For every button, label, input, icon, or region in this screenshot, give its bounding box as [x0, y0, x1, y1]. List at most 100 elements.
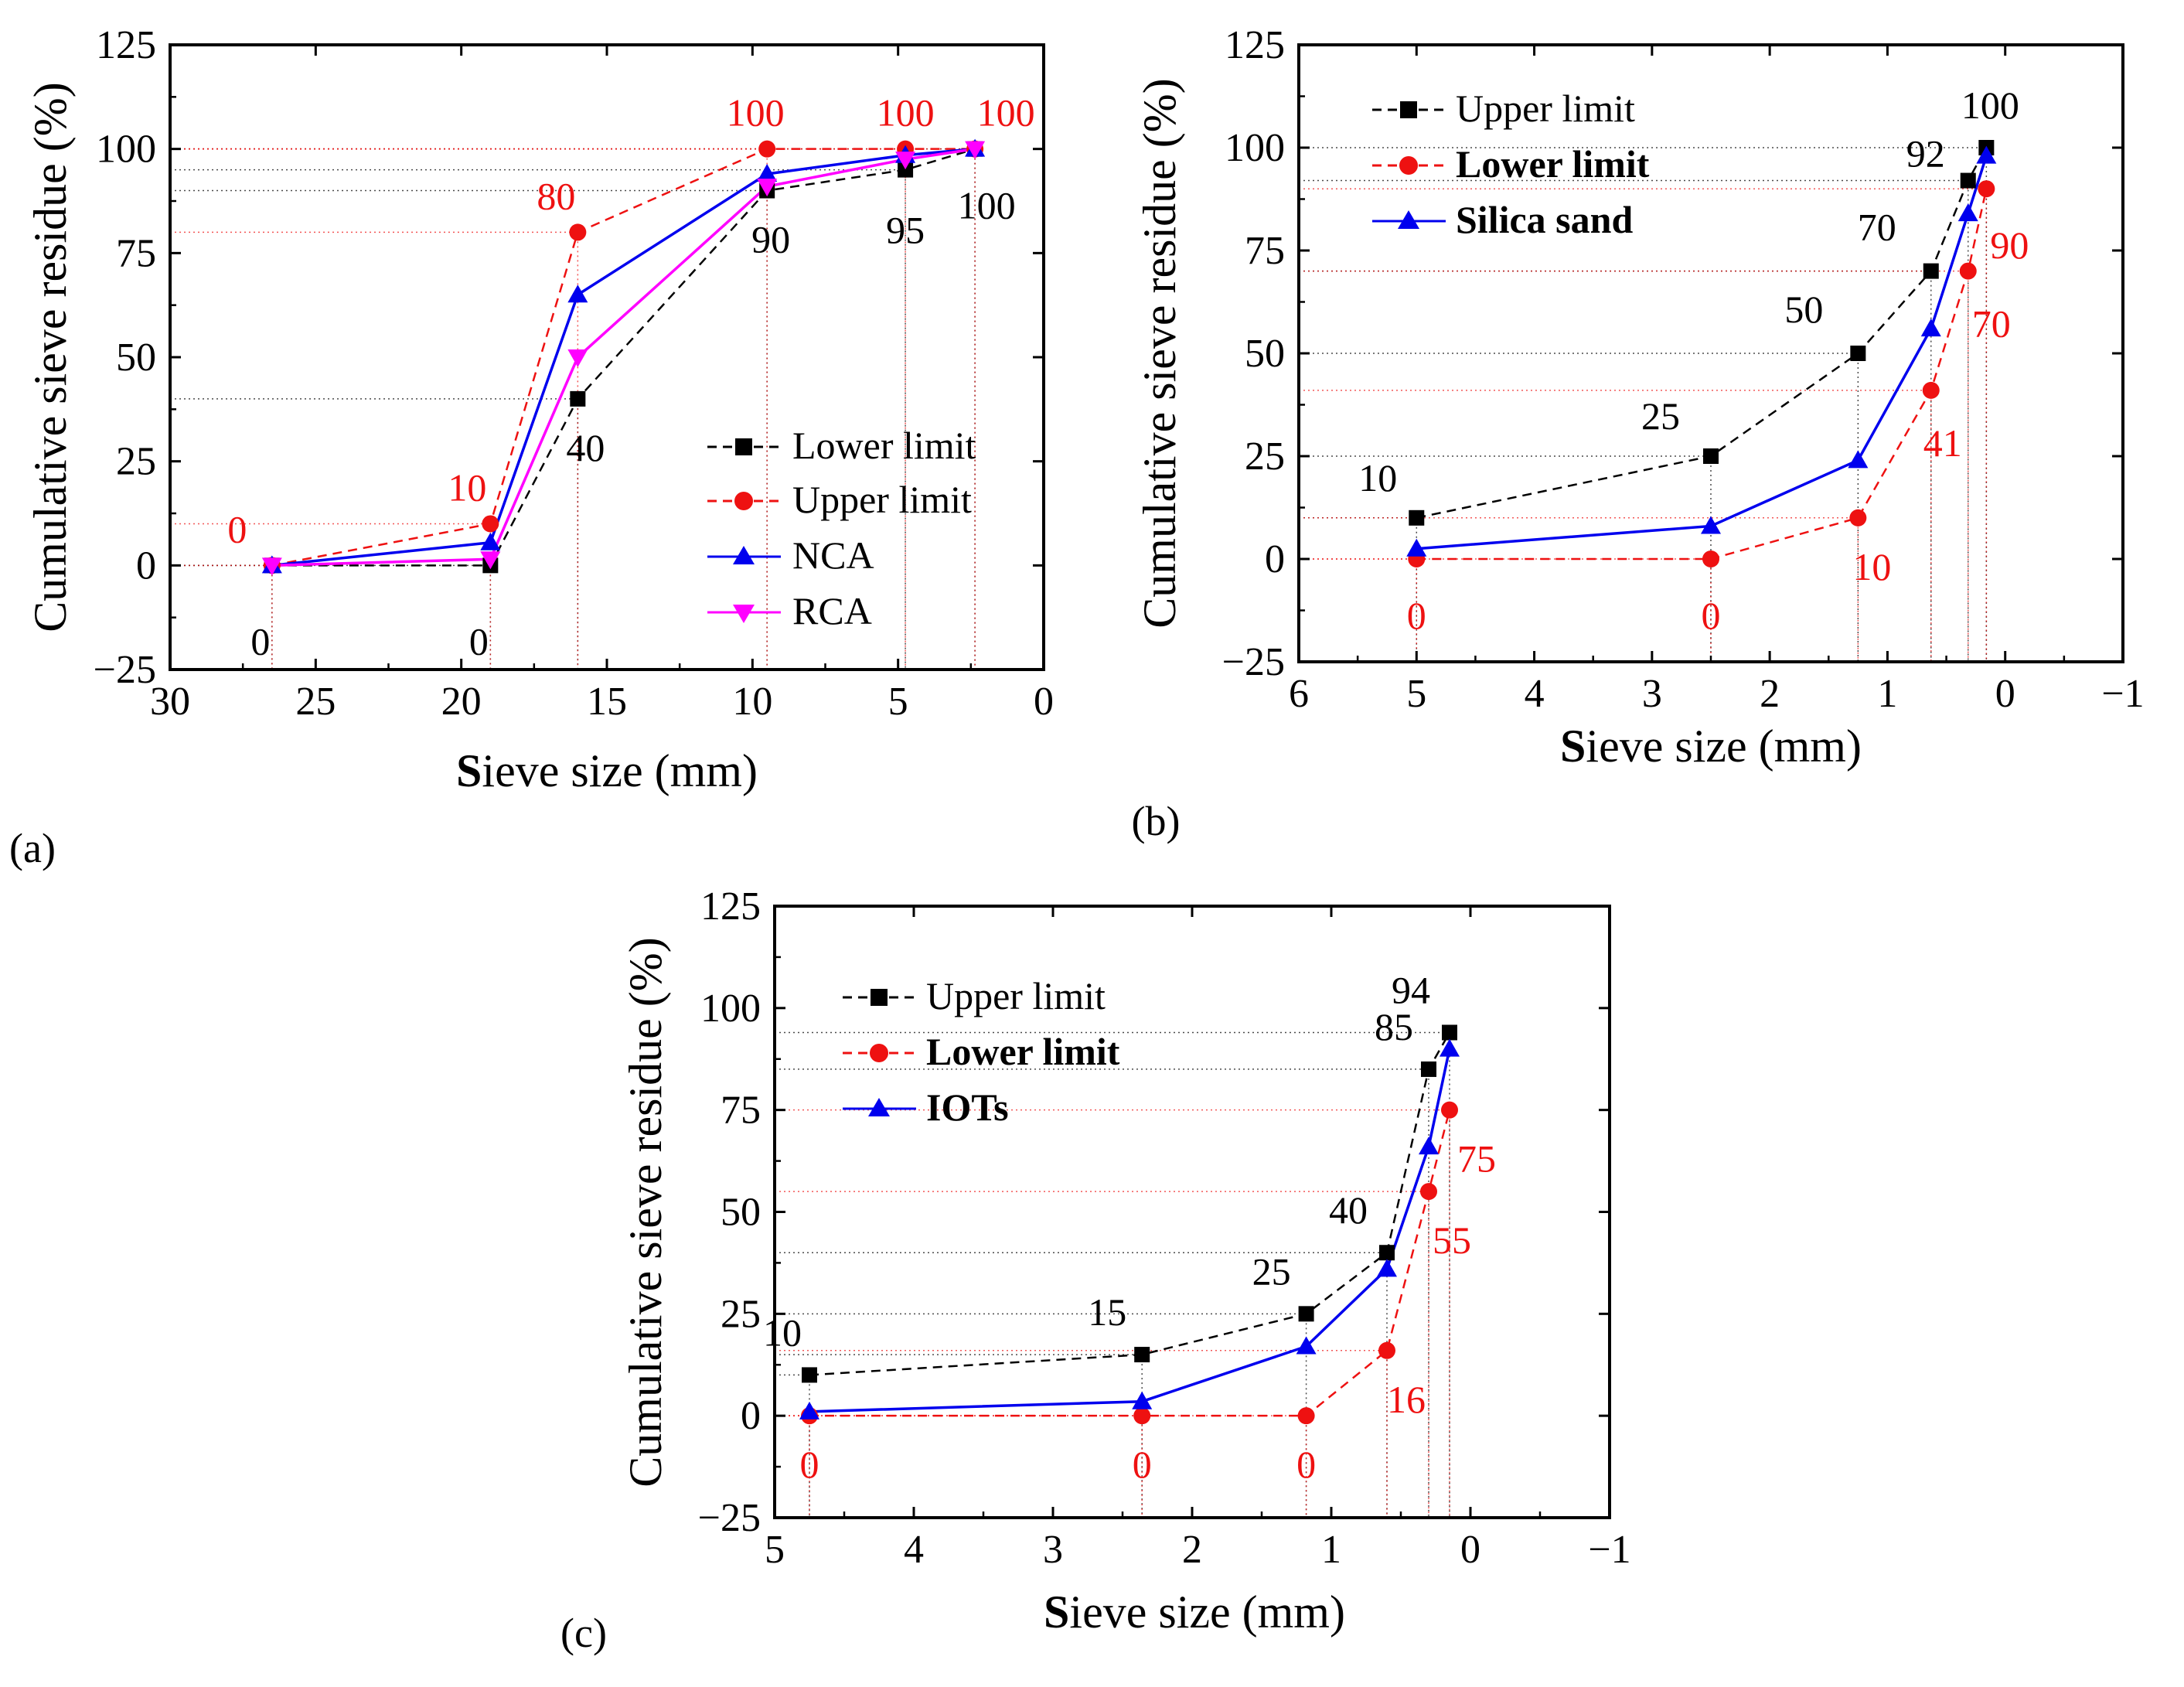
panel-a-series-0-point: [898, 162, 914, 178]
legend-a-upper-text: Upper limit: [792, 478, 972, 521]
panel-c-markers: [799, 1024, 1460, 1425]
panel-a-series-line-1: [271, 148, 976, 567]
panel-a-series-line-2: [271, 147, 976, 567]
panel-b-series-2-point: [1406, 538, 1427, 557]
panel-a-series-1-point: [758, 140, 776, 158]
panel-a-series-1-label: 80: [537, 174, 575, 217]
panel-c-series-2-point: [1296, 1336, 1317, 1355]
legend-a-lower-marker: [735, 438, 752, 455]
panel-b-series-1-label: 10: [1852, 545, 1891, 588]
panel-c-series-1-label: 55: [1433, 1218, 1471, 1262]
panel-a-markers: [261, 138, 986, 576]
panel-b-xtick-label: 1: [1877, 672, 1897, 716]
panel-c-series-1-point: [1378, 1341, 1395, 1359]
panel-a-xtick-label: 20: [441, 680, 482, 724]
panel-a-ytick-label: 50: [116, 336, 156, 380]
panel-b-series-1-label: 90: [1990, 223, 2029, 267]
panel-c-series-1-label: 75: [1457, 1137, 1496, 1181]
panel-a-xtick-label: 0: [1034, 680, 1054, 724]
panel-b-ytick-label: 75: [1245, 229, 1285, 273]
legend-a-nca-marker: [733, 546, 755, 564]
panel-a-series-3-point: [567, 349, 588, 367]
panel-b-series-1-point: [1702, 550, 1719, 567]
panel-a-series-0-label: 90: [751, 218, 790, 261]
panel-c-label: (c): [560, 1610, 607, 1656]
panel-b-xtick-label: 5: [1406, 672, 1426, 716]
legend-b-upper-marker: [1400, 101, 1417, 118]
panel-a-guides: [170, 148, 976, 670]
panel-c-series-2-point: [799, 1401, 819, 1419]
panel-b-series-0-label: 25: [1641, 394, 1680, 438]
panel-a-series-line-3: [271, 147, 976, 567]
panel-a-ytick-label: 0: [136, 544, 156, 588]
panel-c-series-0-point: [1379, 1245, 1395, 1261]
panel-b-series-1-point: [1849, 509, 1867, 527]
panel-b-series-1-point: [1978, 180, 1995, 198]
panel-c-ytick-label: 100: [700, 987, 761, 1031]
panel-c-series-0-label: 15: [1088, 1290, 1126, 1334]
panel-c-x-title-rest: ieve size (mm): [1069, 1586, 1345, 1638]
panel-c-series-2-point: [1419, 1137, 1439, 1155]
panel-b-series-0-label: 92: [1906, 132, 1945, 176]
panel-c-ytick-label: 75: [721, 1089, 761, 1133]
panel-a-series-0-label: 100: [958, 184, 1016, 227]
panel-b-series-0-point: [1703, 448, 1719, 464]
legend-a-rca-marker: [733, 605, 755, 623]
panel-c-xtick-label: 5: [765, 1528, 785, 1572]
panel-b-xtick-label: 4: [1525, 672, 1545, 716]
panel-a-series-2-point: [480, 532, 501, 550]
legend-b-silica-text: Silica sand: [1456, 198, 1633, 241]
panel-b-series-2-point: [1957, 203, 1978, 222]
panel-c-series-0-label: 85: [1375, 1005, 1413, 1048]
panel-a-series-0-label: 40: [566, 426, 605, 469]
panel-a-series-3-point: [965, 141, 986, 159]
panel-b-series-0-label: 50: [1784, 288, 1823, 331]
panel-a-series-0-point: [570, 390, 586, 407]
panel-b-series-2-point: [1848, 450, 1869, 469]
legend-b-lower-text: Lower limit: [1456, 142, 1650, 186]
panel-b-x-title-bold: S: [1560, 721, 1586, 772]
panel-b-label: (b): [1132, 798, 1181, 844]
panel-b-series-1-label: 0: [1702, 594, 1721, 637]
panel-c-ytick-label: 0: [741, 1394, 761, 1438]
panel-a-ytick-label: −25: [94, 648, 156, 692]
panel-c-y-axis-title: Cumulative sieve residue (%): [620, 937, 671, 1487]
panel-a-data-labels: 0 0 40 90 95 100 0 10 80 100 100 100: [227, 91, 1034, 663]
panel-b-series-0-point: [1923, 263, 1939, 279]
panel-c-series-1-label: 0: [1133, 1443, 1152, 1486]
panel-c-ytick-label: 25: [721, 1292, 761, 1336]
panel-b-series-2-point: [1701, 516, 1721, 534]
panel-b-series-line-2: [1416, 155, 1988, 550]
panel-c-series-1-point: [1420, 1183, 1437, 1201]
panel-c-series-0-label: 40: [1329, 1188, 1368, 1232]
panel-c-series-line-2: [809, 1048, 1451, 1413]
panel-b-xtick-label: 0: [1995, 672, 2015, 716]
panel-a-xtick-label: 25: [295, 680, 336, 724]
panel-a-series-1-label: 0: [227, 507, 247, 550]
panel-a-series-1-label: 100: [877, 91, 935, 135]
panel-a-x-axis-title: Sieve size (mm): [456, 745, 758, 796]
panel-c-series-1-label: 16: [1387, 1378, 1426, 1421]
panel-a-xtick-label: 30: [150, 680, 190, 724]
panel-b-legend: Upper limit Lower limit Silica sand: [1372, 87, 1650, 241]
panel-a-series-3-point: [895, 152, 916, 170]
panel-a-ytick-label: 100: [96, 128, 156, 172]
legend-a-rca-text: RCA: [792, 589, 872, 632]
panel-c-x-axis-title: Sieve size (mm): [1044, 1586, 1345, 1638]
panel-b-series-1-point: [1959, 262, 1977, 280]
legend-c-iots-text: IOTs: [926, 1085, 1009, 1129]
panel-a-series-1-point: [482, 515, 499, 533]
panel-b-ytick-label: 0: [1265, 537, 1285, 581]
panel-a-x-title-bold: S: [456, 745, 482, 796]
panel-c-series-1-point: [1133, 1407, 1151, 1425]
panel-b-xtick-label: 2: [1760, 672, 1780, 716]
legend-c-upper-text: Upper limit: [926, 974, 1106, 1017]
panel-b-ytick-label: −25: [1222, 640, 1285, 684]
panel-c-series-0-point: [1298, 1306, 1314, 1322]
panel-c-series-0-point: [802, 1367, 817, 1383]
